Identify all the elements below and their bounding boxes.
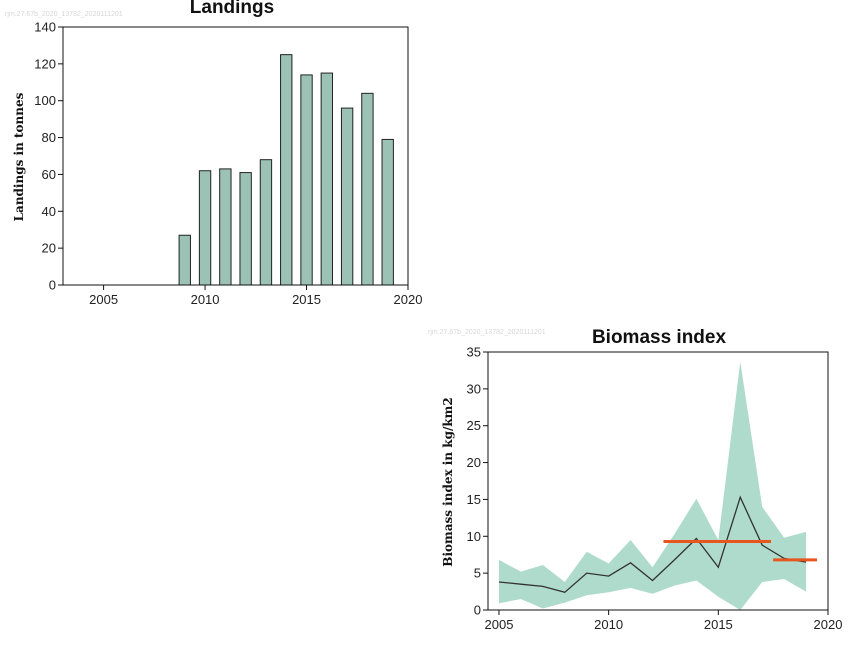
landings-y-tick-label: 0 [49, 278, 56, 293]
biomass-watermark: rjm.27.67b_2020_13782_2020111201 [428, 329, 546, 336]
landings-y-tick-label: 100 [34, 93, 56, 108]
landings-x-tick-label: 2015 [292, 292, 321, 307]
landings-bar [300, 74, 313, 286]
landings-y-tick-label: 20 [42, 241, 56, 256]
landings-bar [320, 72, 334, 286]
biomass-y-tick-label: 15 [467, 492, 481, 507]
landings-watermark: rjm.27.67b_2020_13782_2020111201 [5, 11, 123, 18]
landings-bar [381, 138, 394, 286]
biomass-index-line [498, 495, 807, 594]
landings-bar [219, 168, 232, 286]
landings-y-tick-label: 140 [34, 20, 56, 35]
landings-bar [178, 234, 191, 286]
biomass-axes: 2005 2010 2015 2020 0 5 10 15 20 25 30 35 [467, 345, 843, 633]
landings-y-axis-label: Landings in tonnes [12, 92, 26, 221]
landings-y-tick-label: 60 [42, 167, 56, 182]
landings-bar [361, 92, 374, 286]
landings-x-tick-label: 2010 [191, 292, 220, 307]
landings-y-tick-label: 80 [42, 130, 56, 145]
landings-bar [340, 107, 354, 286]
biomass-chart: rjm.27.67b_2020_13782_2020111201 Biomass… [428, 327, 842, 632]
landings-bars [178, 54, 394, 286]
landings-bar [239, 172, 252, 286]
biomass-series [498, 361, 818, 610]
biomass-y-tick-label: 30 [467, 381, 481, 396]
biomass-y-tick-label: 35 [467, 345, 481, 360]
landings-x-tick-label: 2020 [394, 292, 423, 307]
biomass-x-tick-label: 2015 [704, 617, 733, 632]
biomass-plot-frame [487, 351, 829, 611]
biomass-x-tick-label: 2010 [594, 617, 623, 632]
biomass-y-tick-label: 5 [474, 566, 481, 581]
biomass-title: Biomass index [592, 327, 727, 348]
landings-plot-frame [62, 26, 409, 286]
biomass-y-tick-label: 25 [467, 418, 481, 433]
landings-chart: rjm.27.67b_2020_13782_2020111201 Landing… [5, 0, 422, 307]
landings-bar [280, 54, 293, 286]
biomass-y-axis-label: Biomass index in kg/km2 [441, 397, 455, 566]
biomass-y-tick-label: 20 [467, 455, 481, 470]
landings-y-tick-label: 40 [42, 204, 56, 219]
biomass-x-tick-label: 2005 [485, 617, 514, 632]
landings-title: Landings [190, 0, 274, 18]
landings-x-tick-label: 2005 [89, 292, 118, 307]
landings-bar [259, 159, 273, 286]
biomass-y-tick-label: 0 [474, 603, 481, 618]
biomass-y-tick-label: 10 [467, 529, 481, 544]
landings-bar [198, 170, 212, 286]
biomass-x-tick-label: 2020 [814, 617, 843, 632]
landings-axes: 2005 2010 2015 2020 0 20 40 60 80 100 120 140 [34, 20, 422, 308]
landings-y-tick-label: 120 [34, 56, 56, 71]
biomass-confidence-band [498, 361, 807, 610]
